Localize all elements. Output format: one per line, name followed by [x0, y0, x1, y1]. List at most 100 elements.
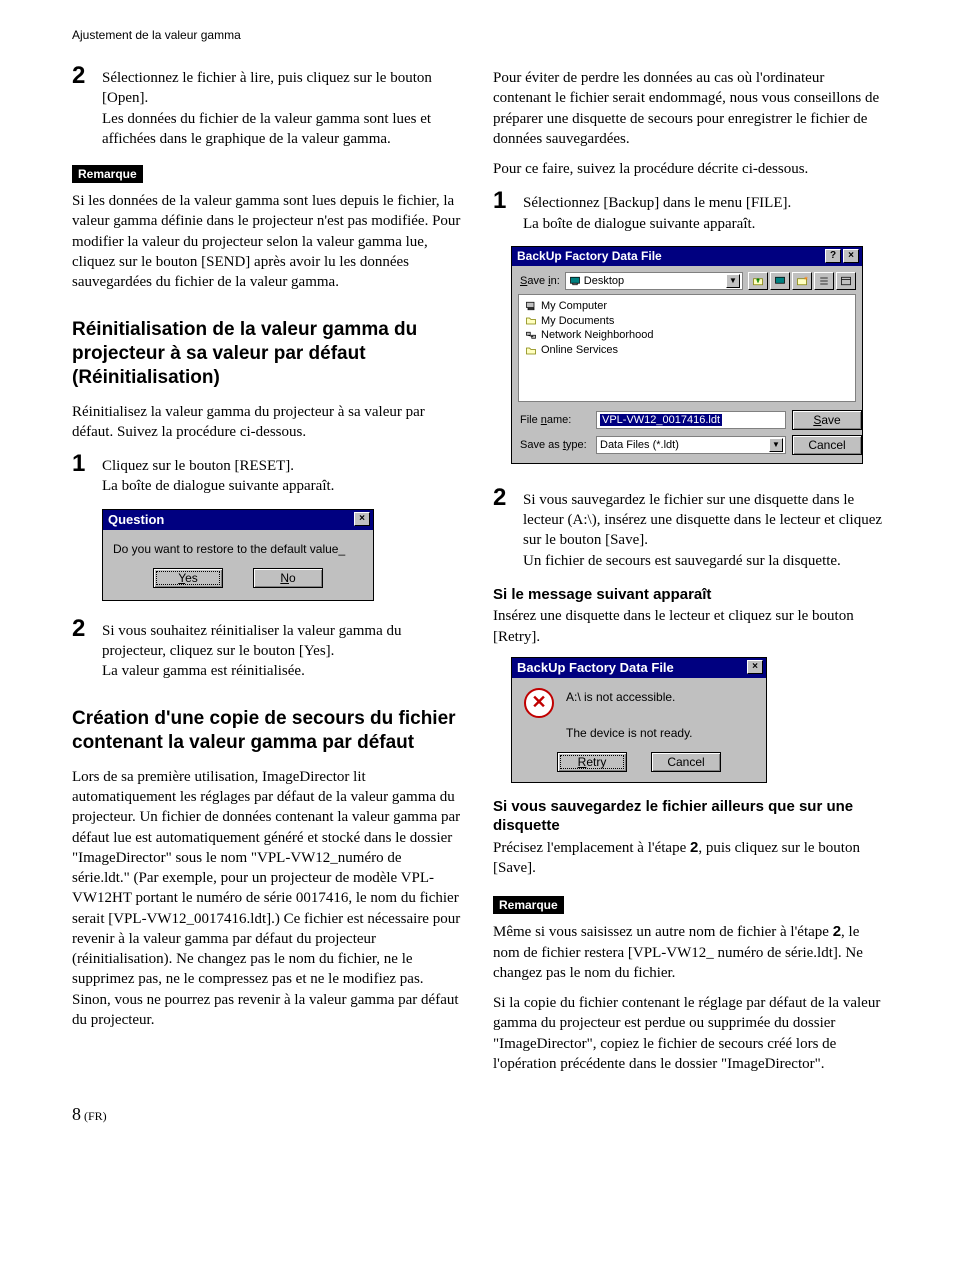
no-button[interactable]: No	[253, 568, 323, 588]
question-dialog: Question × Do you want to restore to the…	[102, 509, 374, 601]
item-label: Network Neighborhood	[541, 328, 654, 343]
yes-button[interactable]: Yes	[153, 568, 223, 588]
step-text-2: La valeur gamma est réinitialisée.	[102, 663, 305, 679]
note-label: Remarque	[72, 165, 143, 183]
file-list[interactable]: My Computer My Documents Network Neighbo…	[518, 294, 856, 402]
folder-icon	[525, 315, 537, 327]
note2-pre: Même si vous saisissez un autre nom de f…	[493, 924, 833, 940]
step-number: 1	[72, 452, 102, 497]
step-text-2: Un fichier de secours est sauvegardé sur…	[523, 553, 841, 569]
final-paragraph: Si la copie du fichier contenant le régl…	[493, 993, 882, 1074]
heading-elsewhere: Si vous sauvegardez le fichier ailleurs …	[493, 797, 882, 836]
list-item[interactable]: My Documents	[525, 314, 849, 329]
page-footer: 8 (FR)	[72, 1104, 882, 1125]
cancel-button[interactable]: Cancel	[651, 752, 721, 772]
item-label: My Computer	[541, 299, 607, 314]
chevron-down-icon[interactable]: ▼	[726, 274, 740, 288]
desktop-icon-btn[interactable]	[770, 272, 790, 290]
page: Ajustement de la valeur gamma 2 Sélectio…	[0, 0, 954, 1145]
error-buttons: Retry Cancel	[512, 748, 766, 782]
network-icon	[525, 330, 537, 342]
filename-input[interactable]: VPL-VW12_0017416.ldt	[596, 411, 786, 429]
save-in-combo[interactable]: Desktop ▼	[565, 272, 743, 290]
dialog-title: BackUp Factory Data File	[517, 660, 674, 675]
computer-icon	[525, 300, 537, 312]
close-icon[interactable]: ×	[354, 512, 370, 526]
right-intro-1: Pour éviter de perdre les données au cas…	[493, 68, 882, 149]
details-view-icon[interactable]	[836, 272, 856, 290]
cancel-button[interactable]: Cancel	[792, 435, 862, 455]
right-column: Pour éviter de perdre les données au cas…	[493, 64, 882, 1084]
note-text: Même si vous saisissez un autre nom de f…	[493, 922, 882, 983]
save-in-value: Desktop	[584, 275, 624, 287]
left-column: 2 Sélectionnez le fichier à lire, puis c…	[72, 64, 461, 1084]
step-number: 2	[72, 64, 102, 149]
filename-label: File name:	[520, 414, 590, 426]
reset-intro: Réinitialisez la valeur gamma du project…	[72, 402, 461, 443]
elsewhere-text: Précisez l'emplacement à l'étape 2, puis…	[493, 838, 882, 879]
new-folder-icon[interactable]: ✶	[792, 272, 812, 290]
save-bottom: File name: VPL-VW12_0017416.ldt Save Sav…	[512, 402, 862, 463]
step-text-1: Si vous sauvegardez le fichier sur une d…	[523, 492, 882, 549]
error-line-2: The device is not ready.	[566, 726, 693, 740]
savetype-value: Data Files (*.ldt)	[600, 439, 679, 451]
error-line-1: A:\ is not accessible.	[566, 690, 675, 704]
svg-text:✶: ✶	[804, 275, 809, 282]
error-dialog: BackUp Factory Data File × ✕ A:\ is not …	[511, 657, 767, 783]
dialog-message: Do you want to restore to the default va…	[103, 530, 373, 562]
retry-button[interactable]: Retry	[557, 752, 627, 772]
right-intro-2: Pour ce faire, suivez la procédure décri…	[493, 159, 882, 179]
save-dialog: BackUp Factory Data File ? × Save in: De…	[511, 246, 863, 464]
step-body: Si vous souhaitez réinitialiser la valeu…	[102, 617, 461, 682]
item-label: My Documents	[541, 314, 614, 329]
step-number: 1	[493, 189, 523, 234]
step-text-2: Les données du fichier de la valeur gamm…	[102, 111, 431, 147]
elsewhere-pre: Précisez l'emplacement à l'étape	[493, 840, 690, 856]
save-button[interactable]: Save	[792, 410, 862, 430]
note-2: Remarque Même si vous saisissez un autre…	[493, 888, 882, 983]
note-label: Remarque	[493, 896, 564, 914]
step-text-1: Sélectionnez le fichier à lire, puis cli…	[102, 70, 432, 106]
error-text: A:\ is not accessible. The device is not…	[566, 688, 693, 742]
left-step-2: 2 Sélectionnez le fichier à lire, puis c…	[72, 64, 461, 149]
message-text: Insérez une disquette dans le lecteur et…	[493, 606, 882, 647]
dialog-titlebar: Question ×	[103, 510, 373, 530]
close-icon[interactable]: ×	[747, 660, 763, 674]
heading-message: Si le message suivant apparaît	[493, 585, 882, 605]
step-body: Cliquez sur le bouton [RESET]. La boîte …	[102, 452, 334, 497]
step-number: 2	[493, 486, 523, 571]
dialog-title: Question	[108, 512, 164, 527]
right-step-1: 1 Sélectionnez [Backup] dans le menu [FI…	[493, 189, 882, 234]
error-body: ✕ A:\ is not accessible. The device is n…	[512, 678, 766, 748]
chevron-down-icon[interactable]: ▼	[769, 438, 783, 452]
note2-bold: 2	[833, 923, 841, 940]
page-number: 8	[72, 1104, 81, 1124]
error-icon: ✕	[524, 688, 554, 718]
list-item[interactable]: My Computer	[525, 299, 849, 314]
note-text: Si les données de la valeur gamma sont l…	[72, 191, 461, 292]
close-icon[interactable]: ×	[843, 249, 859, 263]
page-suffix: (FR)	[84, 1109, 107, 1123]
list-item[interactable]: Network Neighborhood	[525, 328, 849, 343]
save-in-label: Save in:	[520, 275, 560, 287]
dialog-title: BackUp Factory Data File	[517, 249, 662, 263]
heading-reset: Réinitialisation de la valeur gamma du p…	[72, 318, 461, 389]
reset-step-2: 2 Si vous souhaitez réinitialiser la val…	[72, 617, 461, 682]
step-text-1: Si vous souhaitez réinitialiser la valeu…	[102, 623, 402, 659]
step-body: Sélectionnez [Backup] dans le menu [FILE…	[523, 189, 791, 234]
savetype-label: Save as type:	[520, 439, 590, 451]
step-text-1: Sélectionnez [Backup] dans le menu [FILE…	[523, 195, 791, 211]
list-view-icon[interactable]	[814, 272, 834, 290]
folder-icon	[525, 345, 537, 357]
toolbar-icons: ✶	[748, 272, 856, 290]
desktop-icon	[569, 275, 581, 287]
item-label: Online Services	[541, 343, 618, 358]
up-folder-icon[interactable]	[748, 272, 768, 290]
page-header: Ajustement de la valeur gamma	[72, 28, 882, 42]
help-icon[interactable]: ?	[825, 249, 841, 263]
reset-step-1: 1 Cliquez sur le bouton [RESET]. La boît…	[72, 452, 461, 497]
list-item[interactable]: Online Services	[525, 343, 849, 358]
dialog-titlebar: BackUp Factory Data File ? ×	[512, 247, 862, 266]
savetype-combo[interactable]: Data Files (*.ldt) ▼	[596, 436, 786, 454]
note-1: Remarque Si les données de la valeur gam…	[72, 157, 461, 292]
